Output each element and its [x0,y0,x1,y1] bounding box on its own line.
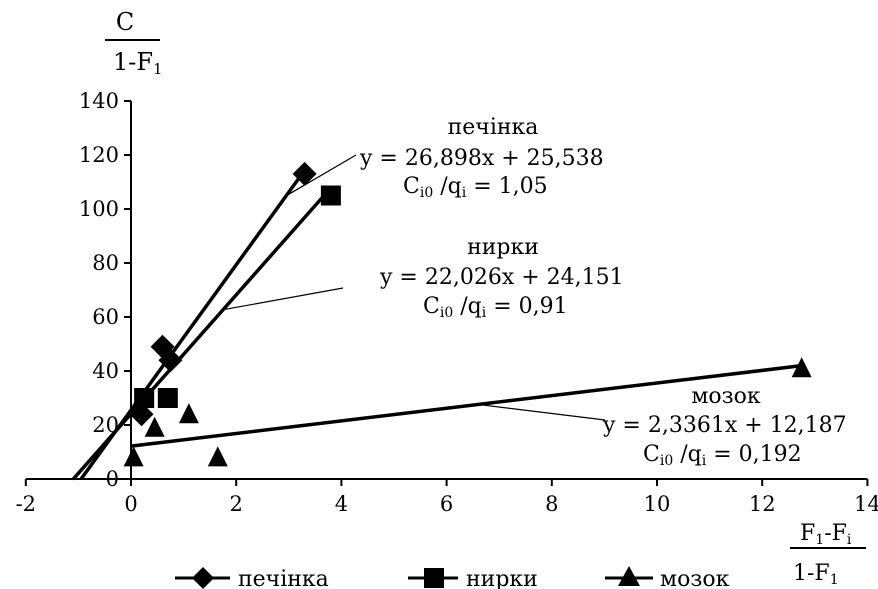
legend-item-pechinka: печінка [175,567,329,589]
legend-diamond-marker [192,567,214,589]
trendline-mozok [130,363,802,448]
annotation-nyrky-label: нирки [467,235,539,260]
x-label-denominator: 1-F1 [793,561,839,588]
annotation-pechinka: печінка y = 26,898x + 25,538 Ci0 /qi = 1… [359,115,604,201]
annotation-nyrky: нирки y = 22,026x + 24,151 Ci0 /qi = 0,9… [379,235,624,321]
annotation-mozok-equation: y = 2,3361x + 12,187 [602,413,847,438]
x-tick-label: 2 [230,492,243,516]
x-tick-label: -2 [16,492,36,516]
point-nyrky [320,185,341,206]
y-tick-label: 0 [106,467,119,491]
annotation-mozok-label: мозок [691,384,761,409]
x-tick-label: 0 [124,492,137,516]
trendlines [71,176,802,481]
y-tick-label: 120 [79,143,119,167]
point-mozok [123,446,144,467]
y-label-denominator-sub: 1 [153,60,163,78]
legend-label-mozok: мозок [660,567,730,589]
legend-label-nyrky: нирки [466,567,538,589]
annotation-mozok: мозок y = 2,3361x + 12,187 Ci0 /qi = 0,1… [602,384,847,469]
x-tick-label: 10 [644,492,671,516]
x-tick-label: 6 [440,492,453,516]
point-pechinka [158,348,183,373]
point-mozok [144,416,165,437]
leader-line-nyrky [222,287,344,311]
y-tick-label: 60 [92,305,119,329]
leader-line-pechinka [285,154,357,197]
annotation-pechinka-label: печінка [448,115,539,140]
legend-label-pechinka: печінка [238,567,329,589]
y-label-numerator: C [116,8,134,36]
x-tick-label: 12 [749,492,776,516]
y-tick-label: 80 [92,251,119,275]
legend-triangle-marker [618,566,640,586]
annotation-pechinka-ratio: Ci0 /qi = 1,05 [403,174,548,201]
svg-text:1-F1: 1-F1 [113,48,163,78]
axes [24,100,869,486]
trendline-nyrky [71,192,327,481]
legend-item-nyrky: нирки [408,567,538,589]
y-tick-label: 100 [79,197,119,221]
annotation-leader-lines [222,154,606,421]
point-nyrky [157,388,178,408]
leader-line-mozok [478,403,606,421]
x-tick-label: 14 [854,492,878,516]
x-label-numerator: F1-Fi [800,521,852,548]
data-points [123,161,812,467]
annotation-mozok-ratio: Ci0 /qi = 0,192 [643,442,802,469]
y-tick-label: 40 [92,359,119,383]
legend-item-mozok: мозок [605,566,730,589]
y-label-denominator: 1-F [113,48,153,76]
point-mozok [178,403,199,424]
point-nyrky [134,388,155,408]
annotation-nyrky-ratio: Ci0 /qi = 0,91 [423,294,568,321]
x-axis-label: F1-Fi 1-F1 [790,521,866,588]
annotation-pechinka-equation: y = 26,898x + 25,538 [359,146,604,171]
y-axis-label: C 1-F1 [105,8,163,78]
point-mozok [207,446,228,467]
x-tick-label: 8 [545,492,558,516]
annotation-nyrky-equation: y = 22,026x + 24,151 [379,265,624,290]
x-tick-label: 4 [335,492,348,516]
point-mozok [791,357,812,378]
y-tick-label: 140 [79,89,119,113]
legend: печінка нирки мозок [175,566,730,589]
point-pechinka [292,161,317,186]
legend-square-marker [424,568,444,588]
point-pechinka [129,402,154,427]
